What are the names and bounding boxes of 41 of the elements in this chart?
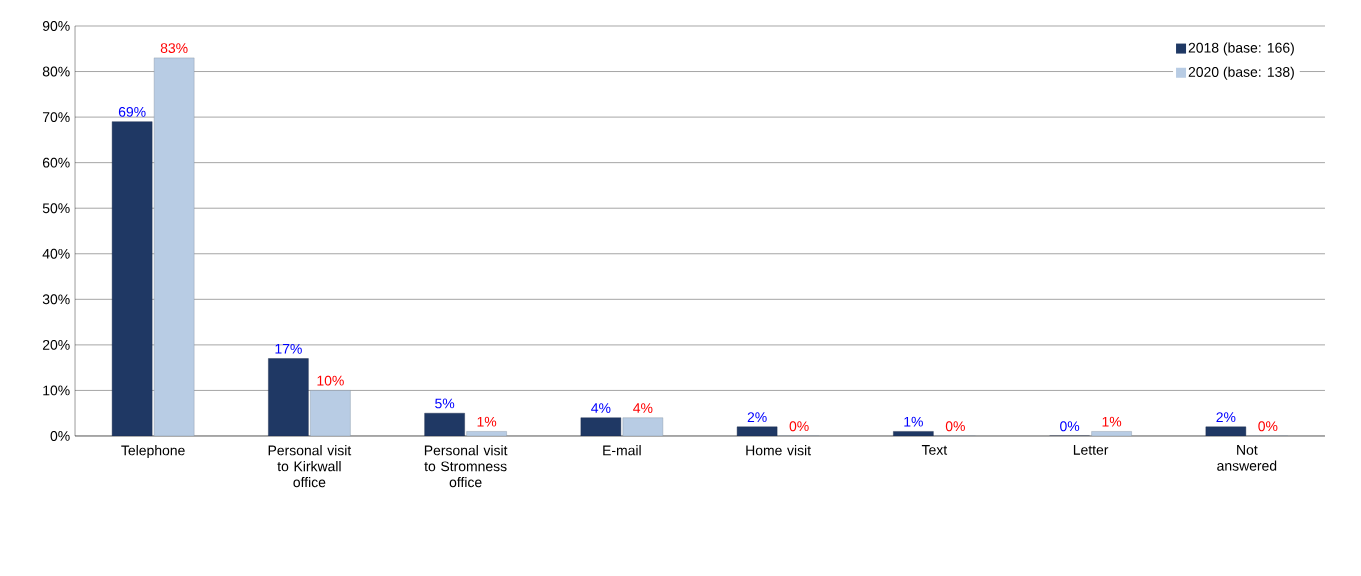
data-label: 10% — [317, 375, 344, 386]
y-tick-label: 50% — [42, 203, 70, 214]
data-label: 1% — [904, 416, 923, 427]
x-tick-label: Telephone — [121, 445, 185, 459]
x-tick-label: E-mail — [603, 445, 641, 456]
data-label: 0% — [1258, 421, 1278, 432]
data-label: 4% — [591, 403, 611, 413]
y-tick-label: 80% — [42, 66, 70, 77]
x-tick-label: Personal visit to Stromness office — [424, 445, 508, 488]
bar — [424, 413, 465, 436]
y-tick-label: 70% — [42, 112, 70, 123]
data-label: 0% — [789, 421, 809, 432]
y-tick-label: 10% — [43, 385, 70, 396]
y-tick-label: 0% — [50, 431, 70, 441]
x-tick-label: Text — [921, 445, 948, 455]
legend-label: 2020 (base: 138) — [1188, 66, 1294, 80]
data-label: 0% — [945, 421, 965, 432]
data-label: 5% — [435, 398, 455, 409]
data-label: 0% — [1060, 421, 1080, 432]
data-label: 2% — [1216, 412, 1236, 423]
y-tick-label: 40% — [42, 248, 70, 259]
x-tick-label: Home visit — [746, 445, 811, 456]
y-tick-label: 30% — [42, 294, 70, 305]
y-tick-label: 60% — [42, 157, 70, 168]
x-tick-label: Not answered — [1217, 445, 1277, 471]
data-label: 17% — [275, 343, 302, 354]
legend-label: 2018 (base: 166) — [1188, 42, 1294, 56]
data-label: 4% — [633, 403, 653, 413]
data-label: 2% — [747, 412, 767, 423]
data-label: 1% — [477, 416, 497, 427]
y-tick-label: 20% — [42, 339, 70, 350]
bar — [153, 57, 195, 436]
bar — [310, 390, 351, 436]
bar — [268, 358, 309, 436]
x-tick-label: Letter — [1073, 445, 1109, 455]
bar — [111, 121, 153, 436]
x-tick-label: Personal visit to Kirkwall office — [268, 445, 352, 488]
y-tick-label: 90% — [42, 21, 70, 31]
data-label: 83% — [160, 43, 188, 54]
data-label: 69% — [118, 106, 146, 117]
data-label: 1% — [1102, 416, 1122, 427]
